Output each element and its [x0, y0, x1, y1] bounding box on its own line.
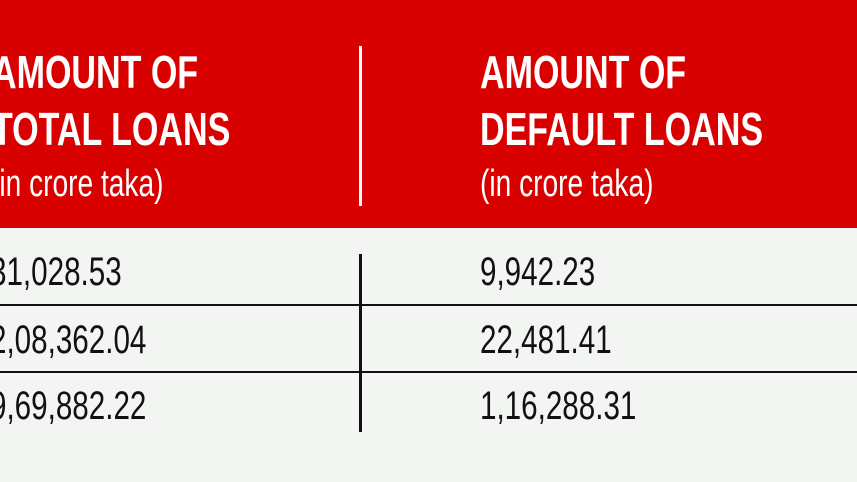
header-unit: (in crore taka)	[480, 163, 654, 205]
header-band	[0, 0, 857, 228]
header-line: AMOUNT OF	[0, 46, 199, 98]
header-divider	[359, 46, 362, 206]
table-cell: 9,69,882.22	[0, 384, 147, 428]
table-cell: 22,481.41	[480, 318, 612, 362]
table-cell: 1,16,288.31	[480, 384, 637, 428]
header-line: TOTAL LOANS	[0, 103, 231, 155]
table-cell: 9,942.23	[480, 250, 596, 294]
table-cell: 31,028.53	[0, 250, 122, 294]
row-line	[0, 304, 857, 306]
header-unit: (in crore taka)	[0, 163, 164, 205]
table-cell: 2,08,362.04	[0, 318, 147, 362]
header-line: DEFAULT LOANS	[480, 103, 764, 155]
body-divider	[359, 254, 362, 432]
header-line: AMOUNT OF	[480, 46, 687, 98]
row-line	[0, 371, 857, 373]
